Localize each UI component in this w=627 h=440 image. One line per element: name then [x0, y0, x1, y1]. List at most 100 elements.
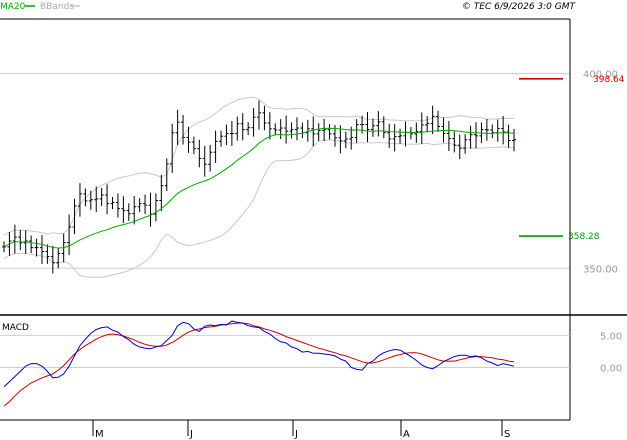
ohlc-bar	[164, 158, 169, 192]
ohlc-bar	[186, 126, 191, 153]
macd-line	[3, 320, 515, 388]
price-tick-label: 400.00	[583, 70, 618, 81]
ohlc-bar	[208, 144, 213, 172]
ohlc-bar	[132, 196, 137, 225]
macd-panel: MACD 5.00 0.00	[0, 320, 622, 407]
ohlc-bar	[219, 130, 224, 147]
ohlc-bar	[126, 203, 131, 221]
ohlc-bar	[170, 123, 175, 173]
ohlc-bar	[50, 245, 55, 274]
ohlc-bar	[246, 122, 251, 136]
ohlc-bar	[512, 129, 516, 152]
ohlc-bar	[77, 183, 82, 217]
ohlc-bar	[452, 131, 457, 153]
bollinger-lower-band	[3, 139, 515, 278]
ohlc-bar	[39, 235, 44, 264]
ohlc-bar	[327, 124, 332, 140]
ohlc-bar	[121, 196, 126, 224]
ohlc-bar	[501, 115, 506, 145]
ohlc-bar	[18, 229, 23, 251]
ohlc-bar	[430, 105, 435, 135]
macd-tick-label: 0.00	[600, 364, 622, 375]
ohlc-bar	[376, 111, 381, 137]
ma20-legend-label: MA20	[0, 2, 26, 12]
ohlc-bar	[305, 119, 310, 142]
ohlc-bar	[457, 134, 462, 160]
ohlc-bar	[45, 244, 50, 264]
ohlc-bar	[56, 248, 61, 269]
ohlc-bar	[484, 118, 489, 141]
ohlc-bar	[229, 121, 234, 146]
ma20-line	[3, 127, 515, 249]
x-tick-label: J	[189, 429, 193, 440]
ohlc-bar	[349, 126, 354, 150]
ohlc-bar	[343, 131, 348, 149]
ohlc-bar	[143, 194, 148, 215]
ohlc-bar	[370, 118, 375, 137]
ohlc-bar	[294, 117, 299, 141]
ohlc-bar	[29, 235, 34, 254]
ohlc-bar	[110, 196, 115, 210]
ohlc-bar	[311, 116, 316, 147]
ohlc-bar	[436, 110, 441, 132]
ohlc-bar	[181, 115, 186, 145]
ohlc-bar	[83, 188, 88, 207]
ohlc-bar	[468, 125, 473, 149]
ohlc-bar	[419, 112, 424, 145]
ohlc-bar	[115, 193, 120, 218]
ohlc-bar	[474, 122, 479, 149]
ohlc-bar	[72, 198, 77, 235]
macd-tick-label: 5.00	[600, 331, 622, 342]
ohlc-bar	[34, 238, 39, 257]
ohlc-bars	[2, 100, 516, 274]
ohlc-bar	[137, 198, 142, 213]
ohlc-bar	[273, 123, 278, 136]
x-tick-label: M	[95, 429, 104, 440]
ohlc-bar	[284, 115, 289, 144]
ohlc-bar	[235, 116, 240, 141]
ohlc-bar	[398, 128, 403, 144]
macd-title: MACD	[2, 323, 29, 333]
ohlc-bar	[354, 119, 359, 143]
ohlc-bar	[224, 124, 229, 146]
x-tick-label: A	[403, 429, 410, 440]
ohlc-bar	[105, 184, 110, 215]
ohlc-bar	[322, 118, 327, 142]
ohlc-bar	[463, 134, 468, 154]
ohlc-bar	[267, 112, 272, 140]
ohlc-bar	[191, 136, 196, 155]
price-tick-label: 350.00	[583, 264, 618, 275]
ohlc-bar	[381, 116, 386, 139]
ohlc-bar	[94, 186, 99, 213]
ohlc-bar	[387, 123, 392, 148]
ohlc-bar	[257, 100, 261, 130]
ohlc-bar	[99, 187, 104, 207]
ohlc-bar	[175, 109, 180, 146]
ohlc-bar	[67, 214, 72, 256]
ohlc-bar	[262, 105, 267, 131]
ohlc-bar	[12, 224, 17, 254]
ohlc-bar	[506, 124, 511, 148]
ohlc-bar	[153, 193, 158, 222]
ohlc-bar	[425, 116, 430, 133]
ohlc-bar	[289, 122, 294, 139]
signal-line	[3, 322, 515, 407]
ohlc-bar	[338, 125, 343, 154]
x-tick-label: S	[504, 429, 510, 440]
ohlc-bar	[446, 121, 451, 152]
x-tick-label: J	[294, 429, 298, 440]
support-label: 358.28	[568, 232, 600, 242]
ohlc-bar	[392, 124, 397, 152]
bollinger-upper-band	[3, 96, 515, 236]
ohlc-bar	[88, 190, 93, 210]
ohlc-bar	[441, 117, 446, 143]
ohlc-bar	[159, 174, 164, 212]
ohlc-bar	[278, 119, 283, 139]
ohlc-bar	[202, 145, 207, 177]
resistance-label: 398.64	[593, 75, 625, 85]
price-panel: 350.00 400.00 398.64 358.28	[0, 70, 625, 278]
ohlc-bar	[490, 124, 495, 139]
ohlc-bar	[213, 130, 218, 163]
